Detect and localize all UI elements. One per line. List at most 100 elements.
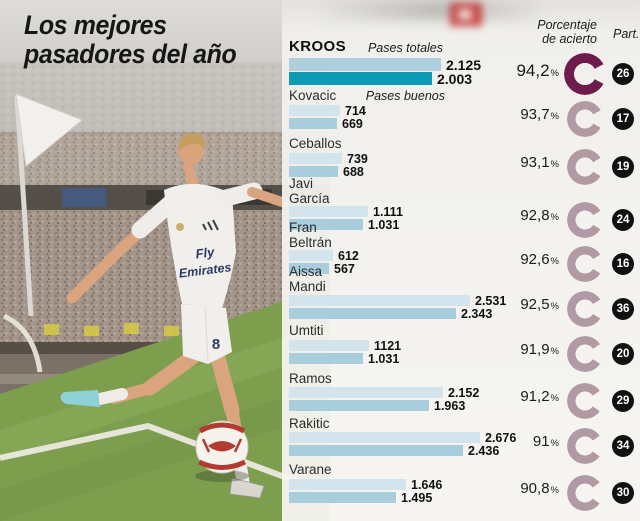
boot-right bbox=[229, 477, 265, 499]
percent-sign: % bbox=[550, 438, 559, 449]
boot-left bbox=[60, 390, 100, 407]
accuracy-percentage: 91,2% bbox=[473, 388, 559, 406]
bar-line: 2.531 bbox=[289, 293, 507, 308]
player-name: Ramos bbox=[289, 371, 332, 386]
participation-badge: 36 bbox=[612, 298, 634, 320]
bar-pases-buenos bbox=[289, 308, 456, 319]
column-header-pases-buenos: Pases buenos bbox=[365, 89, 445, 103]
bar-value-buenos: 1.031 bbox=[368, 351, 400, 366]
player-name: Aissa Mandi bbox=[289, 264, 326, 294]
corner-flag bbox=[14, 93, 83, 317]
column-header-porcentaje: Porcentaje de acierto bbox=[447, 18, 597, 46]
bar-value-totales: 1.111 bbox=[373, 204, 403, 219]
player-name: Fran Beltrán bbox=[289, 220, 332, 250]
accuracy-percentage: 92,8% bbox=[473, 207, 559, 225]
accuracy-percentage: 92,5% bbox=[473, 296, 559, 314]
bar-pases-totales bbox=[289, 58, 441, 71]
accuracy-percentage: 90,8% bbox=[473, 480, 559, 498]
chart-panel: Porcentaje de acierto Part. Pases totale… bbox=[282, 0, 640, 521]
player-bars: 1121 1.031 bbox=[289, 338, 402, 366]
player-name: KROOS bbox=[289, 38, 347, 55]
bar-value-totales: 714 bbox=[345, 103, 366, 118]
accuracy-value: 90,8 bbox=[520, 480, 550, 497]
player-name: Rakitic bbox=[289, 416, 330, 431]
bar-pases-buenos bbox=[289, 72, 432, 85]
participation-badge: 34 bbox=[612, 435, 634, 457]
bar-pases-buenos bbox=[289, 445, 463, 456]
accuracy-value: 92,6 bbox=[520, 251, 550, 268]
bar-pases-totales bbox=[289, 387, 443, 398]
player-name: Javi García bbox=[289, 176, 330, 206]
bar-line: 612 bbox=[289, 249, 359, 263]
player-bars: 1.111 1.031 bbox=[289, 204, 403, 232]
bar-value-buenos: 2.436 bbox=[468, 443, 500, 458]
accuracy-percentage: 93,7% bbox=[473, 106, 559, 124]
bar-value-buenos: 2.003 bbox=[437, 70, 473, 87]
club-crest bbox=[176, 223, 184, 231]
participation-badge: 29 bbox=[612, 390, 634, 412]
percent-sign: % bbox=[550, 67, 559, 79]
accuracy-donut-icon bbox=[567, 202, 603, 238]
column-header-pases-totales: Pases totales bbox=[367, 41, 443, 55]
player-hair bbox=[177, 133, 206, 152]
bar-value-buenos: 688 bbox=[343, 164, 364, 179]
bar-pases-totales bbox=[289, 105, 340, 116]
bar-pases-totales bbox=[289, 432, 480, 443]
accuracy-donut-icon bbox=[567, 428, 603, 464]
participation-badge: 17 bbox=[612, 108, 634, 130]
accuracy-donut-icon bbox=[567, 246, 603, 282]
player-bars: 1.646 1.495 bbox=[289, 477, 443, 505]
jersey bbox=[164, 183, 236, 308]
bar-pases-totales bbox=[289, 479, 406, 490]
bar-pases-totales bbox=[289, 340, 369, 351]
accuracy-value: 91,9 bbox=[520, 341, 550, 358]
accuracy-percentage: 91% bbox=[473, 433, 559, 451]
bar-value-buenos: 2.343 bbox=[461, 306, 493, 321]
jersey-text-line1: Fly bbox=[195, 244, 216, 261]
bar-value-totales: 1121 bbox=[374, 338, 402, 353]
player-bars: 612 567 bbox=[289, 249, 359, 276]
bar-pases-totales bbox=[289, 295, 470, 306]
percent-sign: % bbox=[550, 301, 559, 312]
percent-sign: % bbox=[550, 111, 559, 122]
bar-line: 1.031 bbox=[289, 351, 401, 366]
publisher-logo-blur bbox=[450, 3, 482, 26]
bar-value-totales: 2.125 bbox=[446, 56, 482, 73]
bar-line: 567 bbox=[289, 262, 359, 276]
percent-sign: % bbox=[550, 393, 559, 404]
bar-line: 2.436 bbox=[289, 443, 516, 458]
bar-line: 669 bbox=[289, 116, 366, 131]
porcentaje-line1: Porcentaje bbox=[537, 18, 597, 32]
player-bars: 714 669 bbox=[289, 103, 366, 131]
player-name: Umtiti bbox=[289, 323, 324, 338]
bar-value-buenos: 1.031 bbox=[368, 217, 400, 232]
bar-line: 714 bbox=[289, 103, 366, 118]
accuracy-donut-icon bbox=[567, 149, 603, 185]
bar-value-buenos: 1.963 bbox=[434, 398, 466, 413]
bar-pases-totales bbox=[289, 153, 342, 164]
bar-value-buenos: 669 bbox=[342, 116, 363, 131]
percent-sign: % bbox=[550, 212, 559, 223]
photo-illustration: Fly Emirates 8 bbox=[0, 0, 330, 521]
column-header-part: Part. bbox=[613, 27, 640, 41]
shorts-number: 8 bbox=[212, 336, 220, 353]
bar-pases-buenos bbox=[289, 263, 329, 274]
accuracy-donut-icon bbox=[564, 52, 606, 95]
accuracy-value: 93,1 bbox=[520, 154, 550, 171]
player-bars: 2.152 1.963 bbox=[289, 386, 479, 413]
bar-value-totales: 1.646 bbox=[411, 477, 443, 492]
accuracy-donut-icon bbox=[567, 101, 603, 137]
accuracy-value: 94,2 bbox=[516, 60, 550, 80]
bar-value-totales: 2.531 bbox=[475, 293, 507, 308]
player-name: Varane bbox=[289, 462, 332, 477]
title-line-2: pasadores del año bbox=[24, 39, 237, 69]
bar-line: 1121 bbox=[289, 338, 402, 353]
bar-line: 1.111 bbox=[289, 204, 403, 219]
accuracy-value: 92,5 bbox=[520, 296, 550, 313]
participation-badge: 30 bbox=[612, 482, 634, 504]
accuracy-value: 93,7 bbox=[520, 106, 550, 123]
title-line-1: Los mejores bbox=[24, 10, 167, 40]
player-bars: 2.125 2.003 bbox=[289, 56, 482, 87]
accuracy-value: 92,8 bbox=[520, 207, 550, 224]
